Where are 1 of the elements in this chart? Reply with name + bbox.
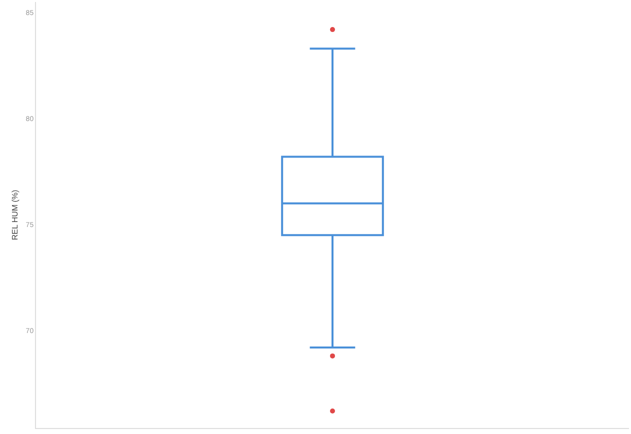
y-axis-title: REL HUM (%)	[10, 189, 20, 240]
